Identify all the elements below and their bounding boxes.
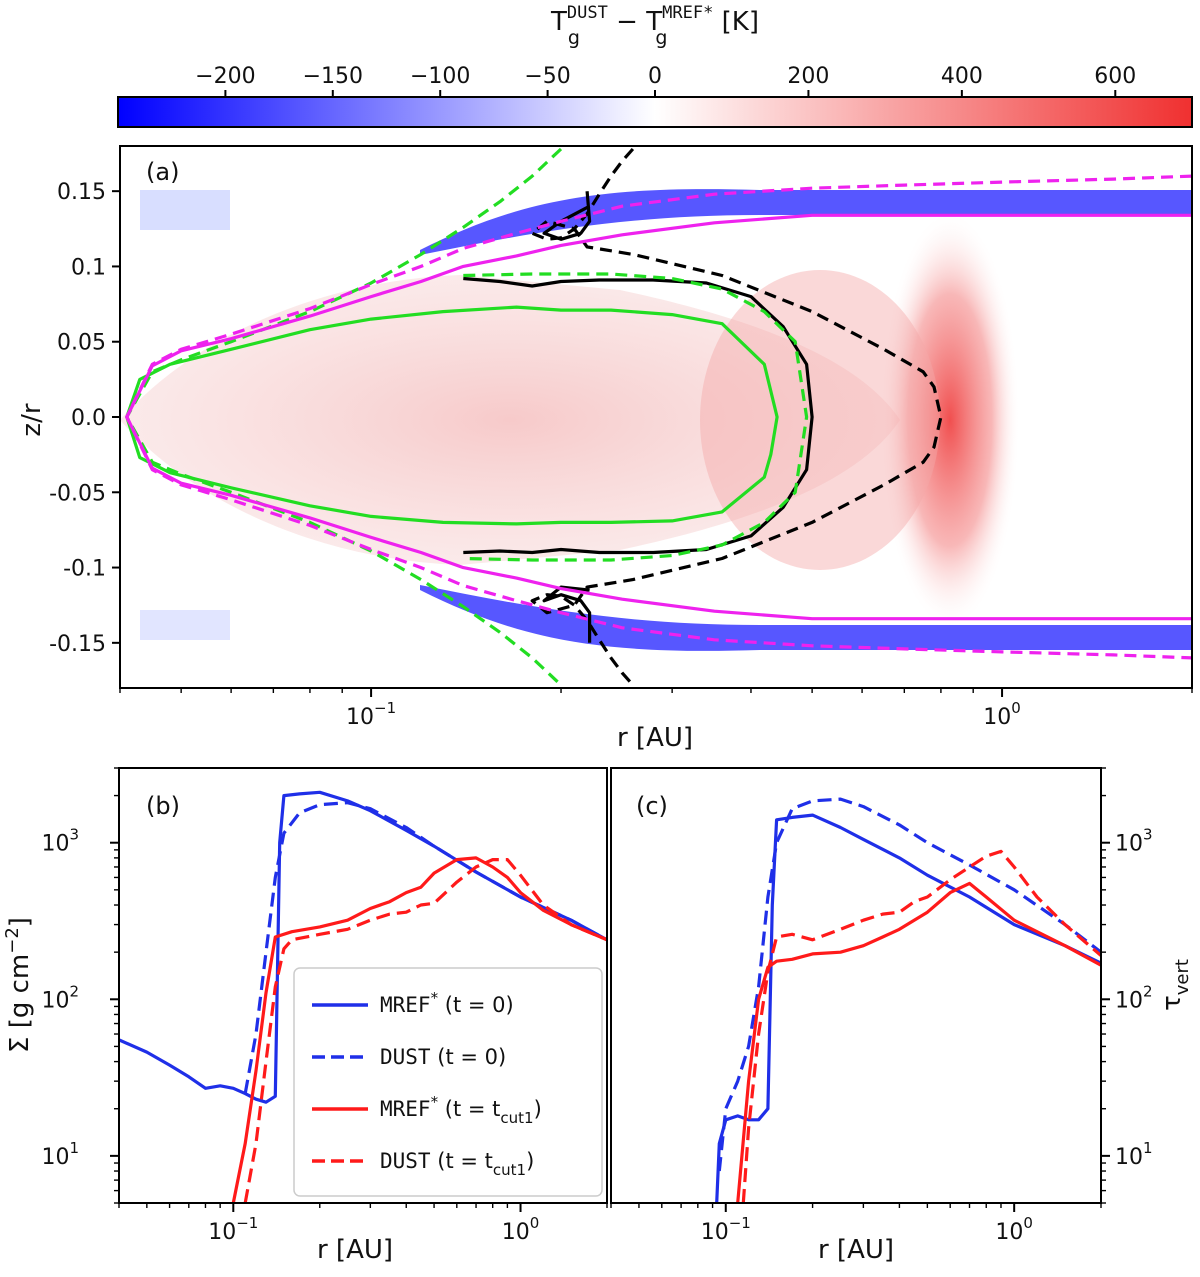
panel-b-series xyxy=(119,790,607,1203)
series-line xyxy=(715,813,1101,1203)
panel-a-y-ticks: 0.15 0.1 0.05 0.0 -0.05 -0.1 -0.15 xyxy=(49,180,120,657)
series-line xyxy=(736,881,1101,1203)
panel-c-ylabel: τvert xyxy=(1157,959,1193,1011)
colorbar: TDUST g − TMREF* g [K] −200 −150 −100 −50 0 200… xyxy=(117,3,1193,128)
colorbar-tick-label: −50 xyxy=(524,64,570,89)
panel-b-ylabel-sup: −2 xyxy=(2,927,23,954)
panel-c-y-ticks: 101 102 103 xyxy=(1101,767,1153,1204)
panel-c-label: (c) xyxy=(636,792,668,820)
panel-b-frame xyxy=(118,767,608,1204)
y-tick-label: 0.0 xyxy=(71,406,106,431)
y-tick-label: -0.15 xyxy=(49,632,106,657)
panel-a-label: (a) xyxy=(146,158,179,186)
x-tick-label: 10−1 xyxy=(208,1214,258,1245)
panel-a-x-ticks: 10−1 100 xyxy=(119,688,1193,730)
colorbar-title-sub1: g xyxy=(568,27,580,49)
x-tick-label: 100 xyxy=(502,1214,540,1245)
legend-entry: DUST (t = 0) xyxy=(380,1045,506,1069)
contour-green-dashed-inner xyxy=(463,272,809,562)
y-tick-label: 0.1 xyxy=(71,255,106,280)
colorbar-gradient xyxy=(117,96,1193,128)
legend-entry: DUST (t = tcut1) xyxy=(380,1149,534,1179)
panel-a-xlabel: r [AU] xyxy=(617,723,693,753)
x-tick-label: 100 xyxy=(995,1214,1033,1245)
colorbar-tick-label: −200 xyxy=(195,64,255,89)
series-line xyxy=(717,797,1101,1172)
contour-black-dashed xyxy=(530,147,943,687)
legend-entry: MREF* (t = tcut1) xyxy=(380,1093,542,1127)
y-tick-label: 102 xyxy=(41,982,79,1013)
legend-box xyxy=(293,967,603,1197)
y-tick-label: 101 xyxy=(41,1139,79,1170)
colorbar-tick-label: 0 xyxy=(648,64,662,89)
panel-c-xlabel: r [AU] xyxy=(818,1235,894,1265)
y-tick-label: 0.05 xyxy=(57,331,106,356)
y-tick-label: 102 xyxy=(1115,982,1153,1013)
panel-c-series xyxy=(715,797,1101,1203)
panel-a-contours xyxy=(125,147,1192,687)
contour-black-solid xyxy=(463,276,814,555)
panel-b-y-ticks: 101 102 103 xyxy=(41,767,119,1204)
legend: MREF* (t = 0) DUST (t = 0) MREF* (t = tcut… xyxy=(293,967,603,1197)
colorbar-title-main2: T xyxy=(645,7,662,37)
panel-b-ylabel: Σ [g cm−2] xyxy=(2,917,35,1053)
colorbar-ticks: −200 −150 −100 −50 0 200 400 600 xyxy=(195,64,1136,97)
colorbar-tick-label: 200 xyxy=(787,64,829,89)
x-tick-label: 10−1 xyxy=(701,1214,751,1245)
x-tick-label: 100 xyxy=(983,699,1021,730)
panel-b-xlabel: r [AU] xyxy=(317,1235,393,1265)
colorbar-title: TDUST g − TMREF* g [K] xyxy=(550,3,759,49)
panel-c-ylabel-main: τ xyxy=(1157,995,1187,1011)
series-line xyxy=(741,849,1101,1203)
contour-green-solid xyxy=(125,305,779,526)
colorbar-tick-label: 400 xyxy=(941,64,983,89)
panel-b-x-ticks: 10−1 100 xyxy=(118,1203,608,1245)
colorbar-title-minus: − xyxy=(608,7,646,37)
y-tick-label: 0.15 xyxy=(57,180,106,205)
panel-c-x-ticks: 10−1 100 xyxy=(610,1203,1102,1245)
y-tick-label: -0.1 xyxy=(63,557,106,582)
panel-c: (c) 101 102 103 10−1 100 r [AU] τvert xyxy=(610,767,1193,1265)
y-tick-label: 101 xyxy=(1115,1139,1153,1170)
x-tick-label: 10−1 xyxy=(346,699,396,730)
legend-entry: MREF* (t = 0) xyxy=(380,989,514,1017)
panel-b-label: (b) xyxy=(146,792,180,820)
colorbar-title-sup2: MREF* xyxy=(662,3,713,23)
colorbar-tick-label: −150 xyxy=(303,64,363,89)
series-line xyxy=(231,856,607,1203)
colorbar-title-sup1: DUST xyxy=(567,3,608,23)
panel-b-ylabel-end: ] xyxy=(5,917,35,927)
panel-c-ylabel-sub: vert xyxy=(1172,959,1193,995)
series-line xyxy=(243,858,607,1203)
panel-a-ylabel: z/r xyxy=(17,403,47,436)
y-tick-label: 103 xyxy=(1115,826,1153,857)
panel-a: (a) 0.15 0.1 0.05 0.0 -0.05 -0.1 -0.15 10−1 100… xyxy=(17,145,1193,753)
panel-c-frame xyxy=(610,767,1102,1204)
colorbar-tick-label: −100 xyxy=(410,64,470,89)
y-tick-label: -0.05 xyxy=(49,481,106,506)
contour-magenta-dashed xyxy=(125,174,1192,660)
colorbar-tick-label: 600 xyxy=(1094,64,1136,89)
colorbar-title-unit: [K] xyxy=(713,7,759,37)
colorbar-title-main: T xyxy=(550,7,567,37)
panel-a-heatmap xyxy=(120,146,1192,688)
series-line xyxy=(243,801,607,1094)
colorbar-title-sub2: g xyxy=(655,27,667,49)
y-tick-label: 103 xyxy=(41,826,79,857)
panel-b-ylabel-main: Σ [g cm xyxy=(5,954,35,1053)
